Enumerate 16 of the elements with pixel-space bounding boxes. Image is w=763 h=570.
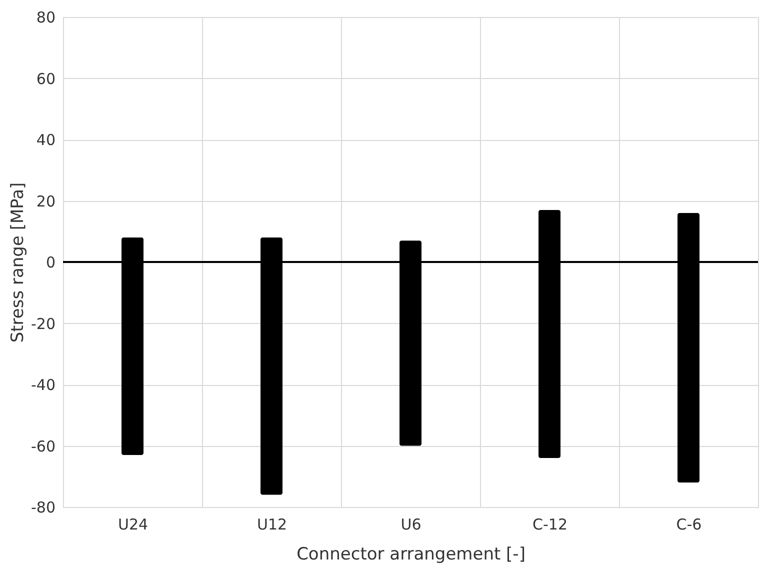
y-tick-label: -40	[31, 376, 56, 394]
y-tick-label: -20	[31, 314, 56, 333]
x-tick-label: C-6	[676, 516, 702, 534]
x-axis-title: Connector arrangement [-]	[296, 544, 526, 564]
y-tick-label: 80	[36, 8, 56, 26]
x-tick-label: U6	[400, 516, 422, 534]
y-tick-label: 0	[46, 254, 56, 272]
x-tick-label: U24	[118, 516, 148, 534]
x-tick-label: U12	[256, 516, 288, 534]
y-tick-label: 20	[36, 192, 56, 210]
y-tick-label: -80	[31, 498, 56, 516]
y-tick-label: 60	[36, 70, 56, 88]
y-tick-label: -60	[31, 437, 56, 456]
x-tick-label: C-12	[532, 516, 568, 534]
y-tick-label: 40	[36, 131, 56, 149]
y-axis-title: Stress range [MPa]	[8, 182, 28, 343]
